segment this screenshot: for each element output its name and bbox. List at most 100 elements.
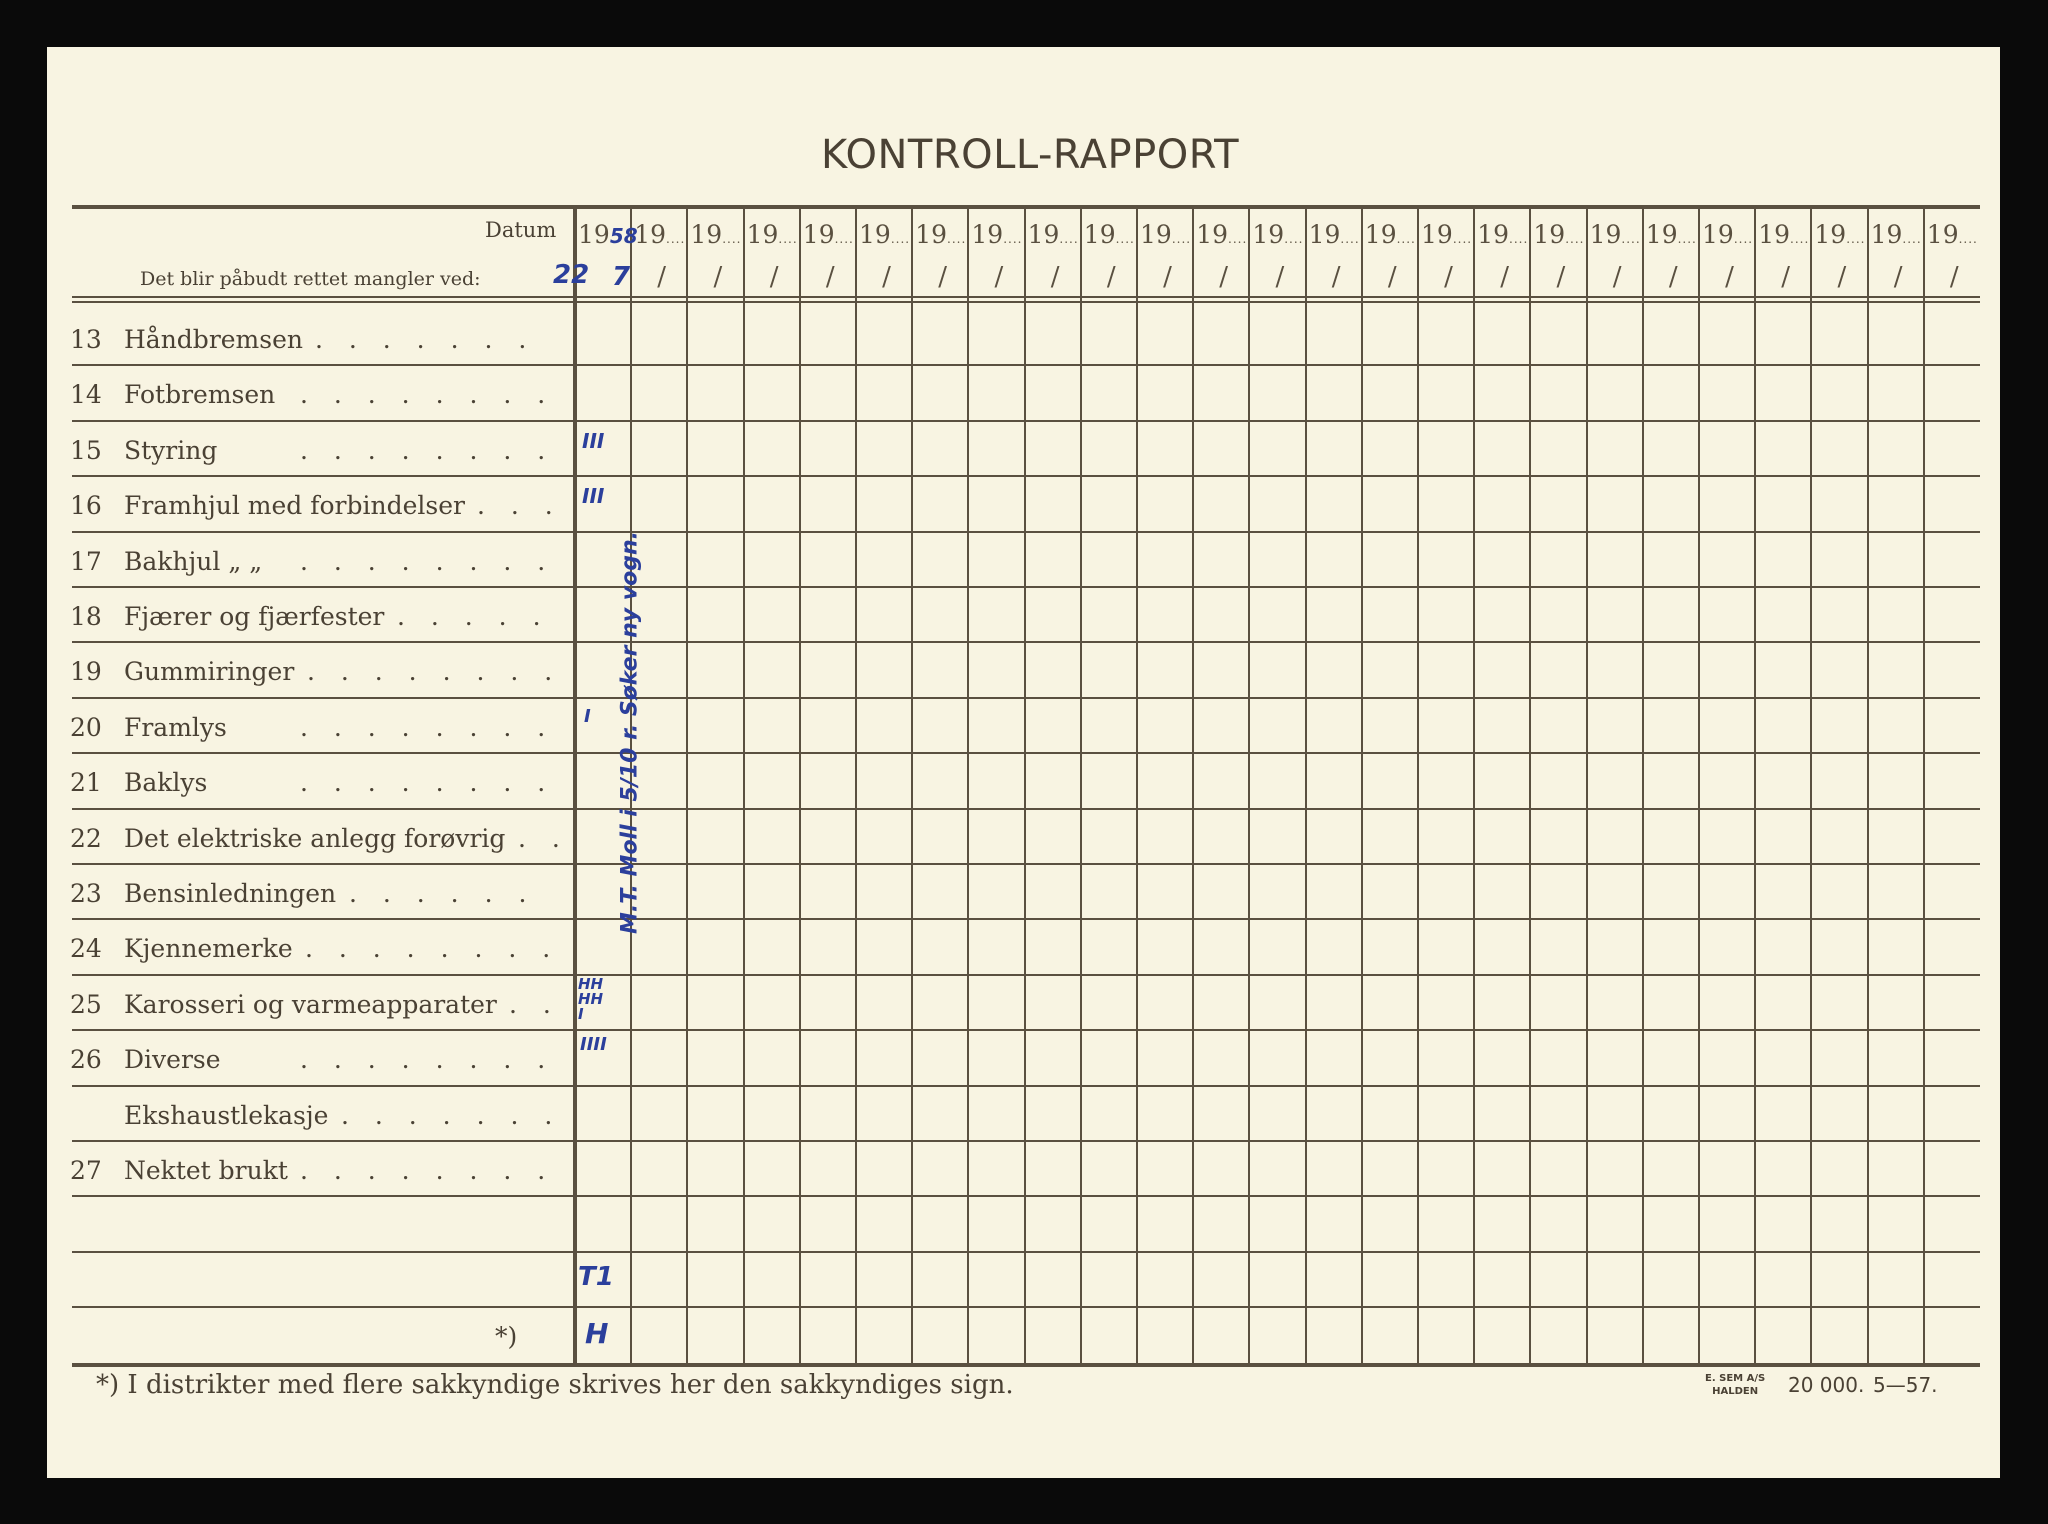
grid-cell[interactable] bbox=[1251, 810, 1303, 862]
grid-cell[interactable] bbox=[1251, 865, 1303, 917]
grid-cell[interactable] bbox=[1027, 754, 1079, 806]
grid-cell[interactable] bbox=[1420, 1087, 1472, 1139]
grid-cell[interactable] bbox=[1027, 920, 1079, 972]
grid-cell[interactable] bbox=[746, 422, 798, 474]
grid-cell[interactable] bbox=[633, 311, 685, 363]
grid-cell[interactable] bbox=[914, 1308, 966, 1360]
grid-cell[interactable] bbox=[1589, 477, 1641, 529]
grid-cell[interactable] bbox=[1926, 1253, 1978, 1305]
grid-cell[interactable] bbox=[1476, 533, 1528, 585]
grid-cell[interactable] bbox=[1813, 1197, 1865, 1249]
year-field[interactable]: 19.... bbox=[1814, 220, 1865, 249]
grid-cell[interactable] bbox=[1532, 865, 1584, 917]
grid-cell[interactable] bbox=[1083, 1308, 1135, 1360]
grid-cell[interactable] bbox=[914, 1253, 966, 1305]
grid-cell[interactable] bbox=[1420, 643, 1472, 695]
grid-cell[interactable] bbox=[1589, 311, 1641, 363]
grid-cell[interactable] bbox=[1195, 1308, 1247, 1360]
year-field[interactable]: 19.... bbox=[1365, 220, 1416, 249]
grid-cell[interactable] bbox=[914, 643, 966, 695]
grid-cell[interactable] bbox=[1364, 588, 1416, 640]
grid-cell[interactable] bbox=[1139, 643, 1191, 695]
grid-cell[interactable] bbox=[802, 1253, 854, 1305]
year-field[interactable]: 19.... bbox=[915, 220, 966, 249]
grid-cell[interactable] bbox=[970, 311, 1022, 363]
grid-cell[interactable] bbox=[1532, 588, 1584, 640]
grid-cell[interactable] bbox=[1701, 1142, 1753, 1194]
grid-cell[interactable] bbox=[689, 643, 741, 695]
grid-cell[interactable] bbox=[802, 754, 854, 806]
grid-cell[interactable] bbox=[1083, 1253, 1135, 1305]
grid-cell[interactable] bbox=[689, 865, 741, 917]
grid-cell[interactable] bbox=[1813, 533, 1865, 585]
grid-cell[interactable] bbox=[1251, 1308, 1303, 1360]
grid-cell[interactable] bbox=[1251, 643, 1303, 695]
grid-cell[interactable] bbox=[1870, 588, 1922, 640]
grid-cell[interactable] bbox=[1476, 588, 1528, 640]
grid-cell[interactable] bbox=[1757, 588, 1809, 640]
grid-cell[interactable] bbox=[577, 1087, 629, 1139]
grid-cell[interactable] bbox=[1420, 920, 1472, 972]
grid-cell[interactable] bbox=[970, 643, 1022, 695]
grid-cell[interactable] bbox=[1364, 366, 1416, 418]
grid-cell[interactable] bbox=[1195, 477, 1247, 529]
grid-cell[interactable] bbox=[1195, 1253, 1247, 1305]
grid-cell[interactable] bbox=[1645, 1308, 1697, 1360]
grid-cell[interactable] bbox=[1532, 1142, 1584, 1194]
grid-cell[interactable] bbox=[914, 588, 966, 640]
grid-cell[interactable] bbox=[1027, 976, 1079, 1028]
year-field[interactable]: 19.... bbox=[803, 220, 854, 249]
grid-cell[interactable] bbox=[1308, 699, 1360, 751]
grid-cell[interactable] bbox=[1813, 976, 1865, 1028]
year-field[interactable]: 19.... bbox=[1309, 220, 1360, 249]
grid-cell[interactable] bbox=[858, 643, 910, 695]
grid-cell[interactable] bbox=[1701, 865, 1753, 917]
year-field[interactable]: 19.... bbox=[1702, 220, 1753, 249]
grid-cell[interactable] bbox=[1027, 1308, 1079, 1360]
grid-cell[interactable] bbox=[802, 588, 854, 640]
year-field[interactable]: 19.... bbox=[1533, 220, 1584, 249]
year-field[interactable]: 19.... bbox=[1421, 220, 1472, 249]
year-field[interactable]: 19.... bbox=[747, 220, 798, 249]
grid-cell[interactable] bbox=[1364, 699, 1416, 751]
grid-cell[interactable] bbox=[1139, 1308, 1191, 1360]
grid-cell[interactable] bbox=[802, 1142, 854, 1194]
grid-cell[interactable] bbox=[746, 477, 798, 529]
grid-cell[interactable] bbox=[1701, 477, 1753, 529]
grid-cell[interactable] bbox=[1139, 920, 1191, 972]
grid-cell[interactable] bbox=[1195, 754, 1247, 806]
grid-cell[interactable] bbox=[1195, 533, 1247, 585]
grid-cell[interactable] bbox=[1139, 366, 1191, 418]
grid-cell[interactable] bbox=[1589, 1197, 1641, 1249]
grid-cell[interactable] bbox=[1813, 920, 1865, 972]
grid-cell[interactable] bbox=[1027, 865, 1079, 917]
grid-cell[interactable] bbox=[689, 533, 741, 585]
grid-cell[interactable] bbox=[858, 1197, 910, 1249]
grid-cell[interactable] bbox=[1645, 311, 1697, 363]
grid-cell[interactable] bbox=[1813, 643, 1865, 695]
grid-cell[interactable] bbox=[1476, 643, 1528, 695]
grid-cell[interactable] bbox=[970, 422, 1022, 474]
year-field[interactable]: 19.... bbox=[1477, 220, 1528, 249]
grid-cell[interactable] bbox=[802, 422, 854, 474]
grid-cell[interactable] bbox=[1364, 1142, 1416, 1194]
grid-cell[interactable] bbox=[1870, 1031, 1922, 1083]
grid-cell[interactable] bbox=[1308, 1142, 1360, 1194]
grid-cell[interactable] bbox=[1757, 1142, 1809, 1194]
grid-cell[interactable] bbox=[1083, 1197, 1135, 1249]
grid-cell[interactable] bbox=[1139, 754, 1191, 806]
grid-cell[interactable] bbox=[802, 366, 854, 418]
grid-cell[interactable] bbox=[1308, 920, 1360, 972]
grid-cell[interactable] bbox=[1870, 311, 1922, 363]
grid-cell[interactable] bbox=[1027, 366, 1079, 418]
grid-cell[interactable] bbox=[1420, 810, 1472, 862]
grid-cell[interactable] bbox=[1532, 533, 1584, 585]
grid-cell[interactable] bbox=[1870, 422, 1922, 474]
grid-cell[interactable] bbox=[1476, 1142, 1528, 1194]
grid-cell[interactable] bbox=[1364, 1087, 1416, 1139]
grid-cell[interactable] bbox=[689, 1253, 741, 1305]
grid-cell[interactable] bbox=[802, 1031, 854, 1083]
grid-cell[interactable] bbox=[1027, 699, 1079, 751]
grid-cell[interactable] bbox=[970, 533, 1022, 585]
grid-cell[interactable] bbox=[914, 865, 966, 917]
